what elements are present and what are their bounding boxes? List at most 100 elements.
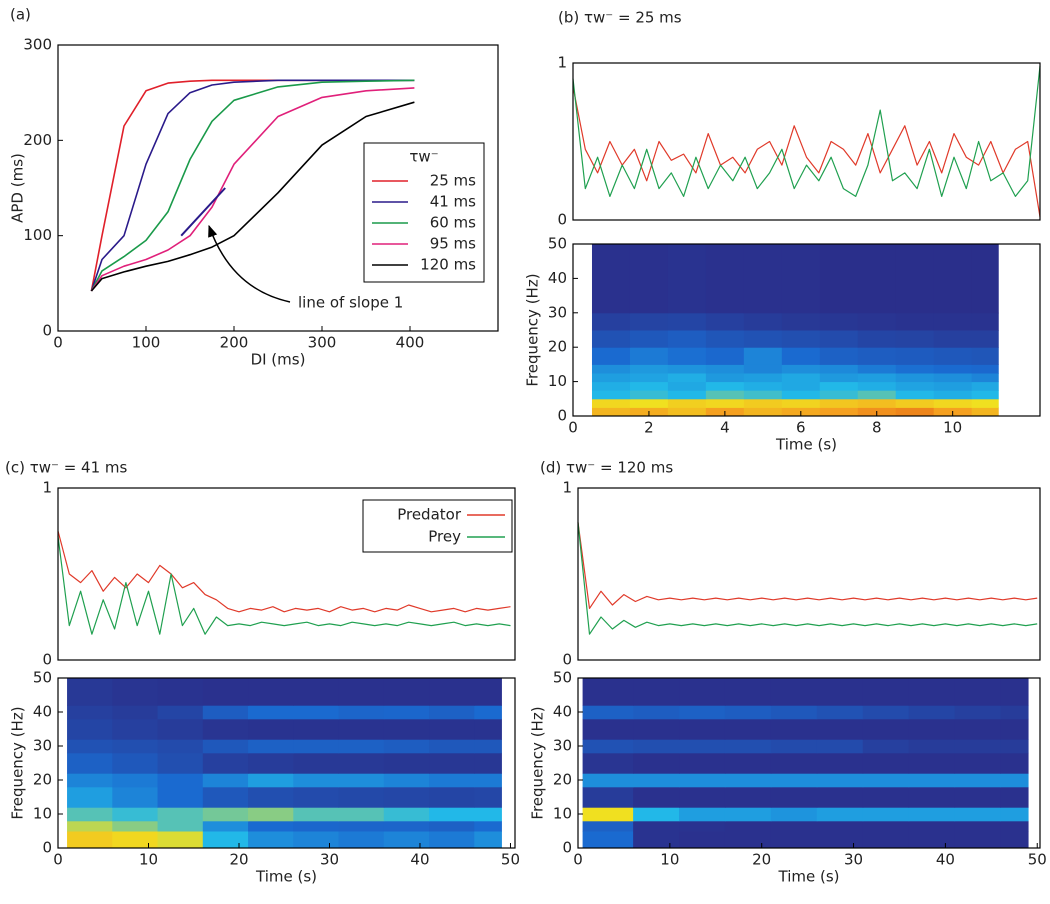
x-axis-label: Time (s) bbox=[778, 868, 840, 886]
heatmap-cell bbox=[591, 347, 631, 365]
series-line bbox=[90, 101, 415, 292]
y-tick-label: 200 bbox=[23, 131, 52, 149]
heatmap-cell bbox=[862, 705, 910, 720]
heatmap-cell bbox=[705, 381, 745, 391]
heatmap-cell bbox=[933, 347, 973, 365]
heatmap-cell bbox=[743, 381, 783, 391]
heatmap-cell bbox=[429, 739, 475, 754]
x-tick-label: 10 bbox=[139, 851, 158, 869]
series-line bbox=[57, 536, 511, 635]
heatmap-cell bbox=[248, 773, 294, 788]
x-tick-label: 40 bbox=[410, 851, 429, 869]
y-tick-label: 0 bbox=[42, 651, 52, 669]
annotation-arrow bbox=[208, 224, 291, 303]
y-tick-label: 0 bbox=[562, 839, 572, 857]
heatmap-cell bbox=[202, 820, 249, 832]
heatmap-cell bbox=[1000, 773, 1029, 788]
heatmap-cell bbox=[933, 373, 973, 383]
heatmap-cell bbox=[112, 678, 159, 706]
heatmap-cell bbox=[862, 718, 910, 740]
x-tick-label: 20 bbox=[229, 851, 248, 869]
legend-label: 41 ms bbox=[430, 193, 476, 211]
heatmap-cell bbox=[248, 705, 294, 720]
heatmap-cell bbox=[633, 831, 680, 849]
heatmap-cell bbox=[429, 786, 475, 808]
heatmap-cell bbox=[383, 807, 430, 822]
heatmap-cell bbox=[633, 705, 680, 720]
heatmap-cell bbox=[781, 244, 821, 314]
heatmap-cell bbox=[954, 831, 1002, 849]
x-axis-label: Time (s) bbox=[255, 868, 317, 886]
heatmap-cell bbox=[908, 705, 956, 720]
heatmap-cell bbox=[112, 705, 159, 720]
heatmap-cell bbox=[971, 244, 999, 314]
heatmap-cell bbox=[908, 786, 956, 808]
x-tick-label: 30 bbox=[844, 851, 863, 869]
heatmap-cell bbox=[293, 739, 340, 754]
heatmap-cell bbox=[383, 752, 430, 774]
heatmap-cell bbox=[770, 773, 818, 788]
heatmap-cell bbox=[202, 831, 249, 849]
heatmap-cell bbox=[591, 330, 631, 348]
heatmap-cell bbox=[338, 786, 385, 808]
heatmap-cell bbox=[67, 705, 113, 720]
heatmap-cell bbox=[743, 330, 783, 348]
heatmap-cell bbox=[202, 807, 249, 822]
heatmap-cell bbox=[591, 407, 631, 417]
heatmap-cell bbox=[338, 831, 385, 849]
heatmap-cell bbox=[67, 752, 113, 774]
heatmap-cell bbox=[724, 773, 772, 788]
heatmap-cell bbox=[770, 831, 818, 849]
heatmap-cell bbox=[1000, 820, 1029, 832]
heatmap-cell bbox=[112, 773, 159, 788]
y-axis-label: APD (ms) bbox=[9, 153, 27, 223]
heatmap-cell bbox=[157, 718, 204, 740]
heatmap-cell bbox=[591, 373, 631, 383]
heatmap-cell bbox=[819, 390, 859, 400]
heatmap-cell bbox=[629, 364, 669, 374]
legend-label: 25 ms bbox=[430, 172, 476, 190]
y-tick-label: 40 bbox=[548, 269, 567, 287]
heatmap-cell bbox=[895, 330, 935, 348]
heatmap-cell bbox=[819, 364, 859, 374]
heatmap-cell bbox=[908, 718, 956, 740]
heatmap-cell bbox=[679, 739, 726, 754]
heatmap-cell bbox=[816, 678, 864, 706]
heatmap-cell bbox=[908, 678, 956, 706]
heatmap-cell bbox=[705, 312, 745, 331]
heatmap-cell bbox=[629, 390, 669, 400]
heatmap-cell bbox=[383, 786, 430, 808]
heatmap-cell bbox=[819, 347, 859, 365]
y-tick-label: 0 bbox=[42, 322, 52, 340]
heatmap-cell bbox=[429, 831, 475, 849]
heatmap-cell bbox=[679, 752, 726, 774]
heatmap-cell bbox=[724, 807, 772, 822]
heatmap-cell bbox=[770, 739, 818, 754]
heatmap-cell bbox=[629, 330, 669, 348]
heatmap-cell bbox=[770, 718, 818, 740]
heatmap-cell bbox=[743, 407, 783, 417]
heatmap-cell bbox=[971, 347, 999, 365]
heatmap-cell bbox=[819, 312, 859, 331]
heatmap-cell bbox=[429, 807, 475, 822]
heatmap-cell bbox=[667, 407, 707, 417]
heatmap-cell bbox=[705, 398, 745, 408]
heatmap-cell bbox=[819, 244, 859, 314]
heatmap-cell bbox=[429, 705, 475, 720]
heatmap-cell bbox=[112, 752, 159, 774]
heatmap-cell bbox=[743, 398, 783, 408]
heatmap-cell bbox=[633, 773, 680, 788]
x-tick-label: 400 bbox=[396, 334, 425, 352]
x-tick-label: 0 bbox=[568, 419, 578, 437]
heatmap-cell bbox=[743, 390, 783, 400]
heatmap-cell bbox=[743, 312, 783, 331]
heatmap-cell bbox=[1000, 807, 1029, 822]
heatmap-cell bbox=[1000, 739, 1029, 754]
heatmap-cell bbox=[857, 373, 897, 383]
heatmap-cell bbox=[157, 820, 204, 832]
heatmap-cell bbox=[862, 678, 910, 706]
heatmap-cell bbox=[933, 364, 973, 374]
plot-frame bbox=[57, 487, 516, 661]
heatmap-cell bbox=[293, 718, 340, 740]
x-tick-label: 0 bbox=[573, 851, 583, 869]
